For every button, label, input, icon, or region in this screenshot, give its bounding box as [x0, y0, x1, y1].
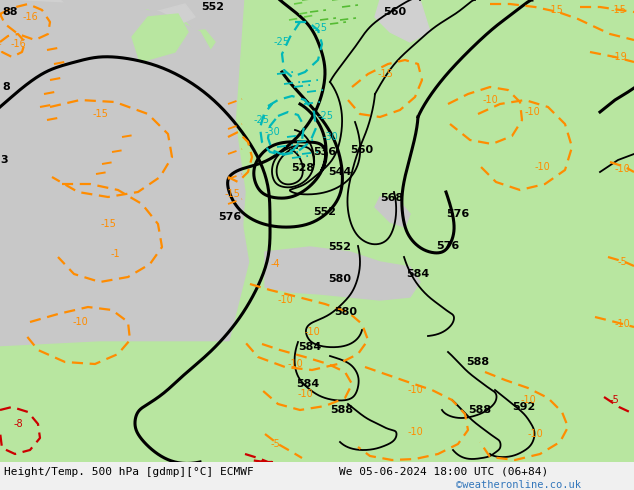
Text: -10: -10 [72, 317, 88, 327]
Text: -15: -15 [224, 189, 240, 199]
Circle shape [186, 413, 194, 421]
Text: -10: -10 [520, 395, 536, 405]
Circle shape [151, 363, 159, 371]
Text: 88: 88 [3, 7, 18, 17]
Text: 560: 560 [351, 145, 373, 155]
Text: -25: -25 [318, 111, 334, 121]
Text: 560: 560 [384, 7, 406, 17]
Polygon shape [155, 4, 195, 24]
Text: 8: 8 [2, 82, 10, 92]
Text: 588: 588 [330, 405, 354, 415]
Text: -10: -10 [287, 359, 303, 369]
Text: -15: -15 [610, 5, 626, 15]
Text: -10: -10 [524, 107, 540, 117]
Text: -10: -10 [297, 389, 313, 399]
Text: -15: -15 [377, 69, 393, 79]
Text: -5: -5 [609, 395, 619, 405]
Text: 588: 588 [467, 357, 489, 367]
Polygon shape [140, 17, 195, 72]
Polygon shape [405, 192, 500, 262]
Circle shape [177, 404, 183, 410]
Polygon shape [265, 0, 420, 92]
Text: ©weatheronline.co.uk: ©weatheronline.co.uk [456, 480, 581, 490]
Text: 552: 552 [313, 207, 337, 217]
Polygon shape [170, 30, 215, 67]
Text: -10: -10 [482, 95, 498, 105]
Text: 576: 576 [218, 212, 242, 222]
Polygon shape [132, 14, 188, 62]
Text: -25: -25 [312, 23, 328, 33]
Text: 3: 3 [0, 155, 8, 165]
Text: -5: -5 [270, 439, 280, 449]
Text: -10: -10 [527, 429, 543, 439]
Text: -10: -10 [407, 385, 423, 395]
Text: 584: 584 [406, 269, 430, 279]
Polygon shape [265, 97, 365, 172]
Text: -8: -8 [13, 419, 23, 429]
Text: 552: 552 [202, 2, 224, 12]
Polygon shape [355, 167, 410, 252]
Text: -4: -4 [270, 259, 280, 269]
Polygon shape [435, 0, 634, 122]
Text: -15: -15 [547, 5, 563, 15]
Text: -10: -10 [304, 327, 320, 337]
Polygon shape [122, 10, 160, 42]
Text: -25: -25 [274, 37, 290, 47]
Polygon shape [375, 197, 410, 227]
Text: -10: -10 [614, 319, 630, 329]
Text: 552: 552 [328, 242, 351, 252]
Text: -10: -10 [277, 295, 293, 305]
Text: 528: 528 [292, 163, 314, 173]
Text: -15: -15 [100, 219, 116, 229]
Text: 580: 580 [328, 274, 351, 284]
Circle shape [147, 394, 153, 400]
Text: 544: 544 [328, 167, 352, 177]
Text: 568: 568 [380, 193, 404, 203]
Circle shape [162, 379, 168, 385]
Text: -16: -16 [10, 39, 26, 49]
Text: We 05-06-2024 18:00 UTC (06+84): We 05-06-2024 18:00 UTC (06+84) [339, 467, 548, 477]
Text: -5: -5 [617, 257, 627, 267]
Polygon shape [0, 0, 80, 37]
Text: -1: -1 [110, 249, 120, 259]
Text: 536: 536 [313, 147, 337, 157]
Polygon shape [265, 247, 420, 300]
Text: -30: -30 [322, 132, 338, 142]
Text: -16: -16 [22, 12, 38, 22]
Polygon shape [245, 142, 310, 262]
Text: -19: -19 [611, 52, 627, 62]
Text: 592: 592 [512, 402, 536, 412]
Text: 584: 584 [296, 379, 320, 389]
Text: -10: -10 [534, 162, 550, 172]
Text: 580: 580 [335, 307, 358, 317]
Polygon shape [220, 0, 634, 462]
Text: 588: 588 [469, 405, 491, 415]
Text: -25: -25 [254, 115, 270, 125]
Text: -10: -10 [407, 427, 423, 437]
Polygon shape [375, 0, 430, 42]
Text: 576: 576 [446, 209, 470, 219]
Polygon shape [0, 327, 634, 462]
Polygon shape [0, 0, 245, 342]
Text: -10: -10 [614, 164, 630, 174]
Text: 584: 584 [299, 342, 321, 352]
Text: -30: -30 [264, 127, 280, 137]
Text: Height/Temp. 500 hPa [gdmp][°C] ECMWF: Height/Temp. 500 hPa [gdmp][°C] ECMWF [4, 467, 254, 477]
Text: 576: 576 [436, 241, 460, 251]
Text: -15: -15 [92, 109, 108, 119]
